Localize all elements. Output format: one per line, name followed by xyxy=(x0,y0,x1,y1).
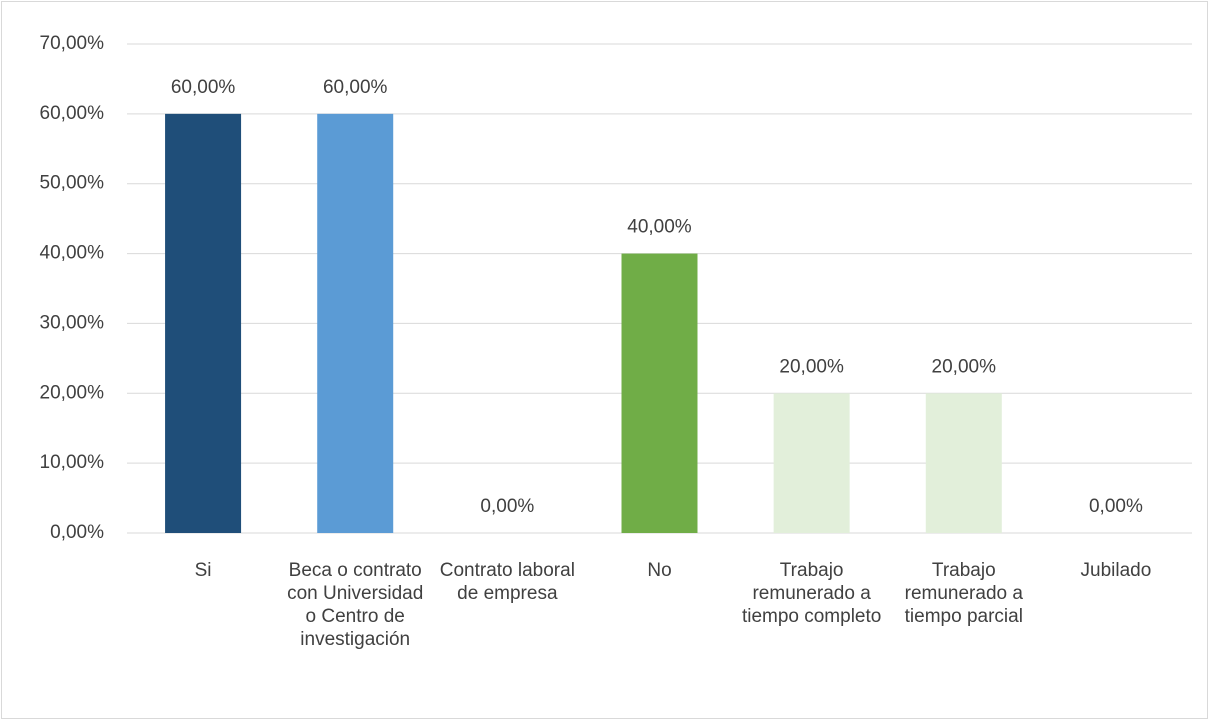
bar xyxy=(773,393,850,533)
value-label: 60,00% xyxy=(323,77,388,98)
y-tick-label: 30,00% xyxy=(40,312,105,333)
value-label: 60,00% xyxy=(171,77,236,98)
bar xyxy=(621,253,698,534)
x-tick-label: Jubilado xyxy=(1080,560,1152,581)
x-tick-label: Beca o contrato con Universidad o Centro… xyxy=(287,560,424,650)
bar xyxy=(165,113,242,533)
y-tick-label: 0,00% xyxy=(50,522,104,543)
y-tick-label: 10,00% xyxy=(40,452,105,473)
value-label: 20,00% xyxy=(932,356,997,377)
value-label: 0,00% xyxy=(480,496,534,517)
x-tick-label: Si xyxy=(194,560,212,581)
y-tick-label: 70,00% xyxy=(40,33,105,54)
y-tick-label: 50,00% xyxy=(40,173,105,194)
value-label: 20,00% xyxy=(779,356,844,377)
value-label: 40,00% xyxy=(627,217,692,238)
x-tick-label: Contrato laboral de empresa xyxy=(439,560,575,604)
bar xyxy=(925,393,1002,533)
x-tick-label: Trabajo remunerado a tiempo parcial xyxy=(904,560,1023,627)
bar xyxy=(317,113,394,533)
x-tick-label: No xyxy=(647,560,672,581)
x-tick-label: Trabajo remunerado a tiempo completo xyxy=(741,560,882,627)
y-tick-label: 40,00% xyxy=(40,243,105,264)
value-label: 0,00% xyxy=(1089,496,1143,517)
y-tick-label: 60,00% xyxy=(40,103,105,124)
y-tick-label: 20,00% xyxy=(40,382,105,403)
